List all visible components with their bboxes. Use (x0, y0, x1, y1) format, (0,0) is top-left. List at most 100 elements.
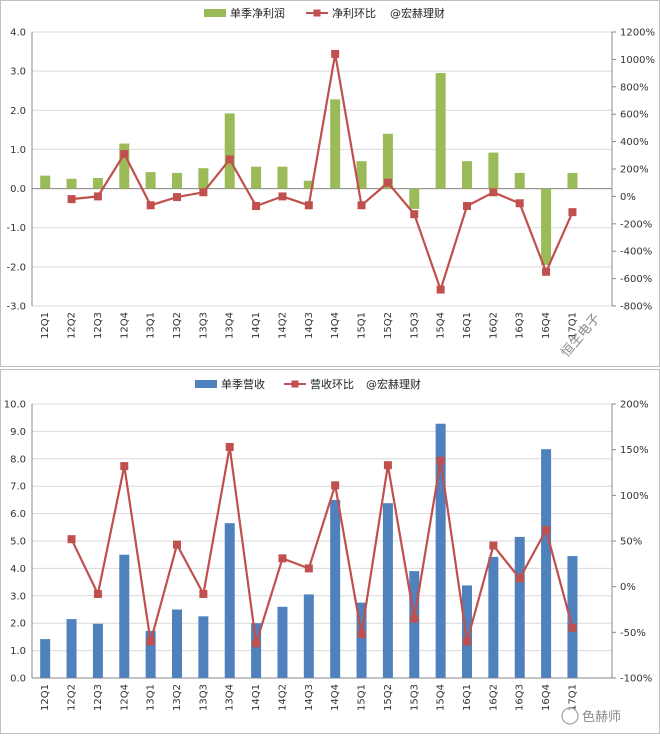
line-point (568, 208, 577, 217)
bar (382, 503, 393, 678)
bar (462, 161, 472, 189)
line-point (120, 149, 129, 158)
line-point (278, 192, 287, 201)
right-tick-label: -600% (620, 274, 652, 285)
left-tick-label: 4.0 (10, 28, 26, 39)
bar (462, 585, 472, 678)
line-point (199, 188, 208, 197)
category-label: 12Q2 (67, 684, 78, 711)
category-label: 14Q2 (277, 312, 288, 339)
category-label: 15Q1 (357, 684, 368, 711)
line-point (463, 637, 471, 646)
category-label: 14Q1 (251, 312, 262, 339)
category-label: 17Q1 (567, 312, 578, 339)
category-label: 17Q1 (567, 684, 578, 711)
bar (119, 143, 130, 189)
watermark-logo-icon (561, 707, 579, 725)
right-tick-label: 800% (620, 82, 649, 93)
chart2-watermark-text: 色赫师 (582, 709, 621, 725)
right-tick-label: -100% (620, 674, 652, 685)
left-tick-label: 2.0 (10, 106, 26, 117)
category-label: 12Q4 (119, 684, 130, 711)
line-point (357, 201, 366, 210)
left-tick-label: -3.0 (6, 302, 26, 313)
bar (514, 172, 525, 189)
category-label: 15Q1 (357, 312, 368, 339)
right-tick-label: -400% (620, 247, 652, 258)
line-point (568, 623, 577, 632)
chart2-frame (0, 369, 660, 734)
left-tick-label: 0.0 (10, 674, 26, 685)
chart1-legend-line-marker (313, 9, 321, 17)
bar (382, 133, 393, 189)
category-label: 13Q4 (225, 312, 236, 339)
line-point (173, 540, 181, 549)
bar (567, 172, 578, 189)
line-point (331, 49, 340, 58)
left-tick-label: 2.0 (10, 619, 26, 630)
category-label: 13Q4 (225, 684, 236, 711)
left-tick-label: 4.0 (10, 564, 26, 575)
line-point (278, 554, 287, 563)
line-point (146, 201, 155, 210)
right-tick-label: 200% (620, 165, 649, 176)
bar (92, 178, 103, 189)
bar (145, 172, 156, 189)
category-label: 14Q4 (330, 684, 341, 711)
category-label: 14Q2 (277, 684, 288, 711)
chart1-legend-line-label: 净利环比 (332, 6, 376, 20)
left-tick-label: 8.0 (10, 454, 26, 465)
line-point (225, 155, 234, 164)
bar (277, 166, 288, 189)
category-label: 16Q3 (515, 684, 526, 711)
line-point (463, 201, 471, 210)
bar (172, 172, 182, 189)
line-point (436, 285, 445, 294)
category-label: 15Q2 (383, 312, 394, 339)
category-label: 15Q2 (383, 684, 394, 711)
left-tick-label: 0.0 (10, 184, 26, 195)
chart2-legend: 单季营收 营收环比 @宏赫理财 (195, 377, 421, 391)
bar (66, 178, 77, 189)
line-point (383, 461, 392, 470)
line-point (199, 589, 208, 598)
bar (119, 554, 130, 678)
line-point (120, 462, 129, 471)
right-tick-label: 50% (620, 537, 642, 548)
category-label: 14Q3 (304, 312, 315, 339)
category-label: 12Q1 (40, 684, 51, 711)
line-point (410, 210, 419, 219)
bar (251, 623, 262, 678)
bar (40, 175, 51, 189)
bar (330, 499, 341, 678)
left-tick-label: 9.0 (10, 427, 26, 438)
left-tick-label: 10.0 (4, 400, 26, 411)
right-tick-label: 1000% (620, 55, 655, 66)
category-label: 16Q3 (515, 312, 526, 339)
bar (303, 594, 314, 678)
line-series (70, 446, 574, 644)
category-label: 12Q4 (119, 312, 130, 339)
left-tick-label: 3.0 (10, 67, 26, 78)
line-point (489, 541, 498, 550)
line-point (515, 199, 524, 208)
bar (409, 571, 420, 678)
bar (541, 449, 552, 678)
right-tick-label: -200% (620, 219, 652, 230)
category-label: 16Q4 (541, 684, 552, 711)
left-tick-label: 1.0 (10, 646, 26, 657)
line-point (542, 267, 551, 276)
category-label: 14Q4 (330, 312, 341, 339)
line-point (515, 574, 524, 583)
category-label: 13Q2 (172, 312, 183, 339)
left-tick-label: -2.0 (6, 262, 26, 273)
bar (198, 168, 209, 189)
line-point (383, 178, 392, 187)
line-point (331, 481, 340, 490)
bar (198, 616, 209, 678)
line-point (304, 201, 313, 210)
category-label: 16Q1 (462, 684, 473, 711)
right-tick-label: 1200% (620, 28, 655, 39)
bar (488, 556, 499, 678)
